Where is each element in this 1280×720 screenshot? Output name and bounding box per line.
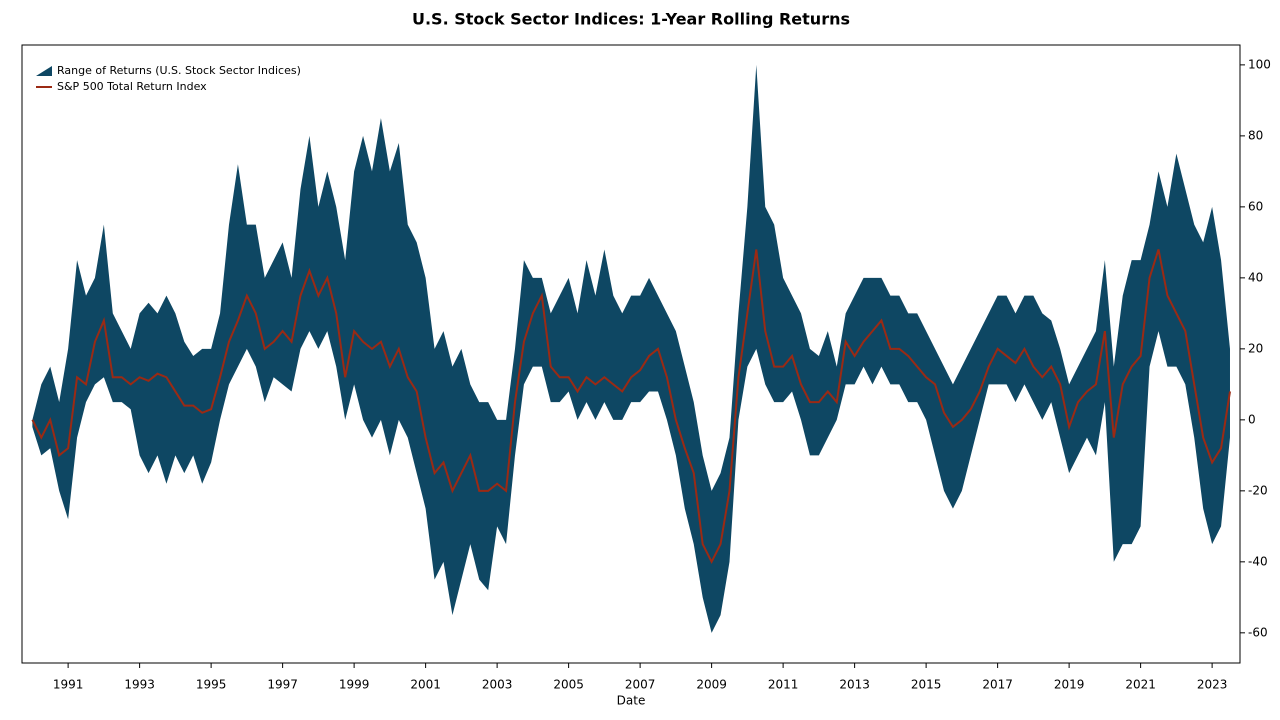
line [31,249,1231,565]
y-tick-label: -20 [1248,483,1268,497]
x-tick-label: 2021 [1125,678,1156,692]
x-tick-label: 2011 [768,678,799,692]
chart-title: U.S. Stock Sector Indices: 1-Year Rollin… [412,10,850,29]
y-tick-label: 40 [1248,270,1263,284]
y-tick-label: 60 [1248,199,1263,213]
x-tick-label: 1997 [267,678,298,692]
x-tick-label: 2017 [982,678,1013,692]
x-tick-label: 1999 [339,678,370,692]
legend-swatch [36,66,52,76]
x-tick-label: 1993 [124,678,155,692]
legend-label: S&P 500 Total Return Index [57,80,207,93]
x-tick-label: 2013 [839,678,870,692]
y-tick-label: 80 [1248,128,1263,142]
x-axis-label: Date [617,694,646,708]
x-tick-label: 2005 [553,678,584,692]
y-tick-label: -60 [1248,625,1268,639]
x-tick-label: 2001 [410,678,441,692]
x-tick-label: 2007 [625,678,656,692]
x-tick-label: 2019 [1054,678,1085,692]
x-tick-label: 1995 [196,678,227,692]
y-tick-label: 0 [1248,412,1256,426]
x-tick-label: 2003 [482,678,513,692]
y-tick-label: 100 [1248,57,1271,71]
x-tick-label: 2009 [696,678,727,692]
plot-frame [21,44,1241,664]
y-tick-label: -40 [1248,554,1268,568]
range-area [32,64,1230,633]
x-tick-label: 1991 [53,678,84,692]
x-tick-label: 2023 [1197,678,1228,692]
x-tick-label: 2015 [911,678,942,692]
y-tick-label: 20 [1248,341,1263,355]
legend-label: Range of Returns (U.S. Stock Sector Indi… [57,64,301,77]
